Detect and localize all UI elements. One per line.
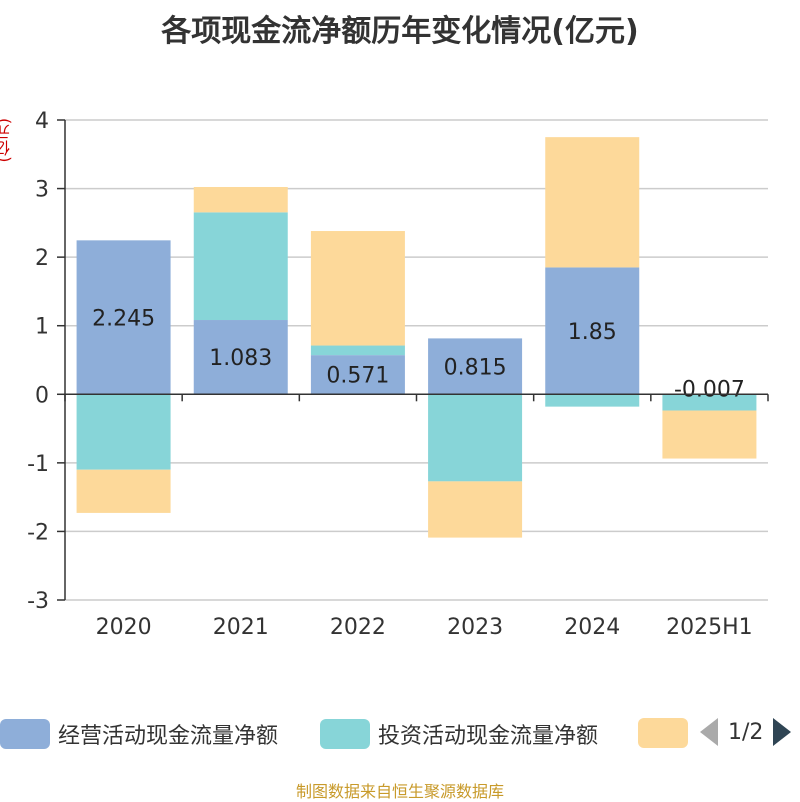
data-label: 0.815 xyxy=(444,355,507,380)
x-tick-label: 2023 xyxy=(447,615,503,640)
y-tick-label: 4 xyxy=(35,109,49,134)
x-tick-label: 2022 xyxy=(330,615,386,640)
bar-operating xyxy=(545,267,640,395)
legend-swatch-investing xyxy=(320,719,370,749)
data-source-footer: 制图数据来自恒生聚源数据库 xyxy=(295,782,504,801)
y-tick-label: 1 xyxy=(35,315,49,340)
bar-financing xyxy=(545,137,640,268)
x-tick-label: 2021 xyxy=(213,615,269,640)
data-label: -0.007 xyxy=(674,377,745,402)
y-tick-label: 2 xyxy=(35,246,49,271)
bar-investing xyxy=(193,212,288,321)
legend-label-operating: 经营活动现金流量净额 xyxy=(58,724,279,749)
legend-swatch-financing xyxy=(638,718,688,748)
y-tick-label: 3 xyxy=(35,178,49,203)
bar-investing xyxy=(76,394,171,470)
bar-investing xyxy=(428,394,523,482)
bar-financing xyxy=(193,186,288,213)
bar-financing xyxy=(428,481,523,538)
bar-financing xyxy=(662,410,757,459)
bar-investing xyxy=(310,345,405,356)
y-tick-label: -3 xyxy=(27,589,49,614)
data-label: 1.083 xyxy=(209,346,272,371)
y-tick-label: -2 xyxy=(27,520,49,545)
x-tick-label: 2025H1 xyxy=(666,615,753,640)
data-label: 1.85 xyxy=(568,320,617,345)
bar-operating xyxy=(193,320,288,395)
prev-page-icon[interactable] xyxy=(700,718,718,746)
chart-canvas: 4 3 2 1 0 -1 -2 -3 2.245 1.083 0.571 0.815 1.85 -0.00… xyxy=(27,109,769,640)
chart-title: 各项现金流净额历年变化情况(亿元) xyxy=(161,14,639,49)
legend-label-investing: 投资活动现金流量净额 xyxy=(378,724,599,749)
bar-operating xyxy=(76,240,171,395)
data-label: 2.245 xyxy=(92,306,155,331)
legend-pager: 1/2 xyxy=(700,718,792,746)
bar-investing xyxy=(545,394,640,407)
bar-investing xyxy=(662,394,757,411)
legend-item-investing[interactable]: 投资活动现金流量净额 xyxy=(320,718,598,750)
y-tick-label: 0 xyxy=(35,383,49,408)
next-page-icon[interactable] xyxy=(773,718,792,746)
x-tick-label: 2020 xyxy=(96,615,152,640)
bar-operating xyxy=(310,355,405,395)
data-label: 0.571 xyxy=(326,364,389,389)
y-tick-label: -1 xyxy=(27,452,49,477)
x-tick-label: 2024 xyxy=(564,615,620,640)
legend-item-operating[interactable]: 经营活动现金流量净额 xyxy=(0,718,278,750)
bar-financing xyxy=(310,231,405,346)
legend-page-indicator: 1/2 xyxy=(728,719,764,745)
legend-item-financing[interactable] xyxy=(638,718,696,748)
bar-financing xyxy=(76,469,171,513)
legend-swatch-operating xyxy=(0,719,50,749)
legend: 经营活动现金流量净额 投资活动现金流量净额 1/2 xyxy=(0,718,800,752)
bar-operating xyxy=(428,338,523,395)
